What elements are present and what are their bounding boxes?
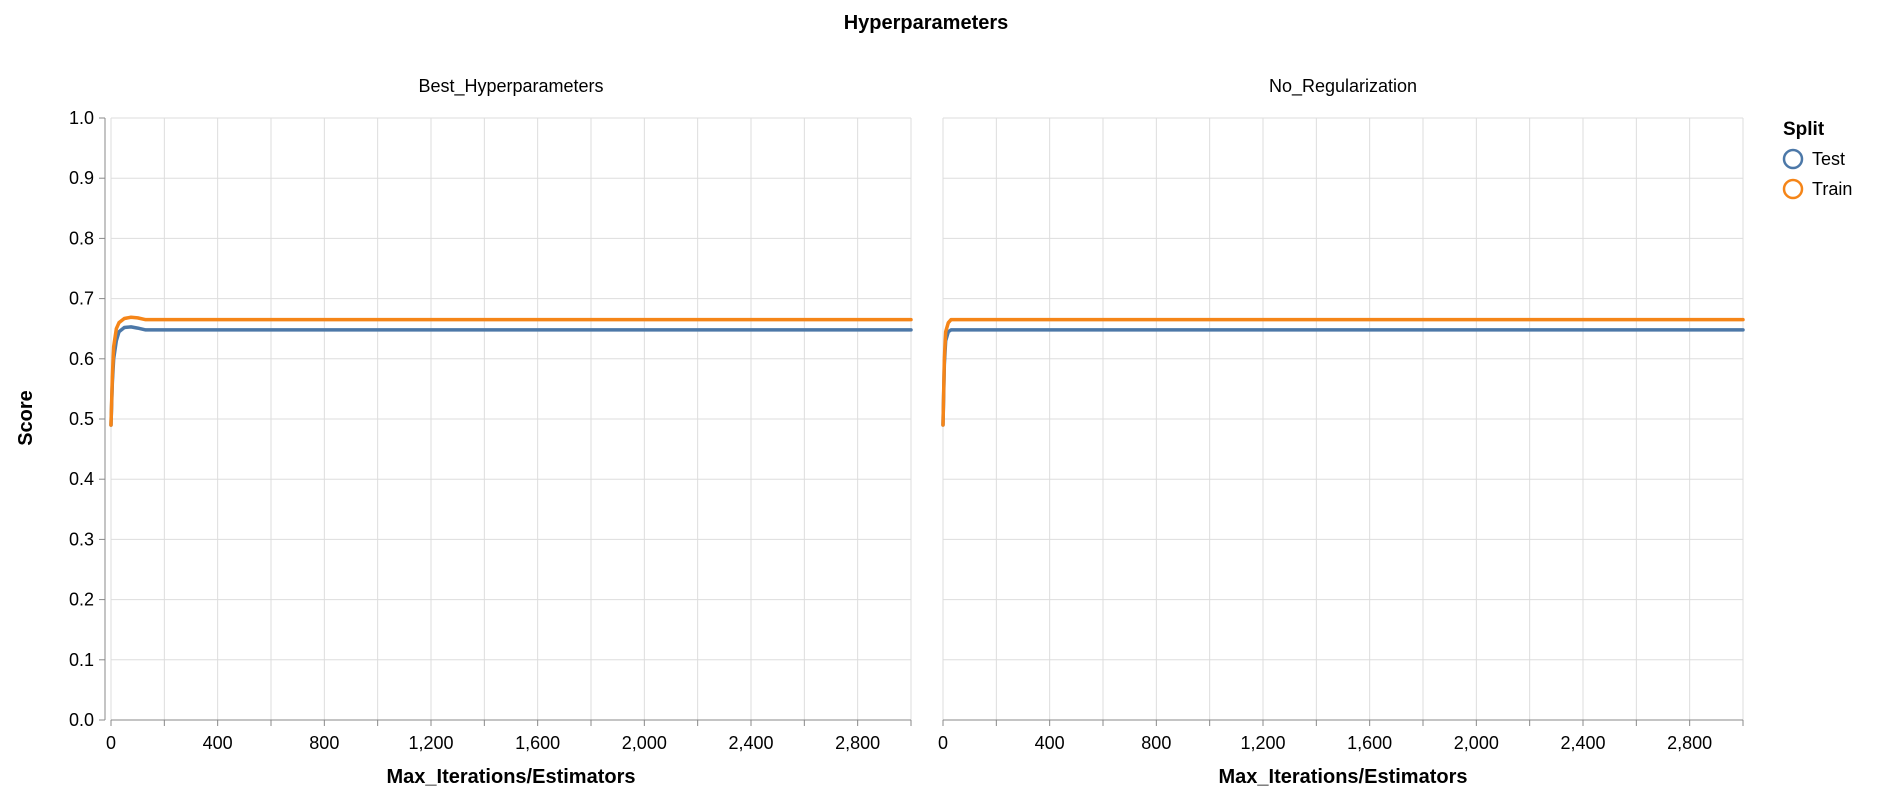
chart-panels: 0 400 800 1,200 1,600 2,000 2,400 2,800 0.0 0.1 0.… — [69, 76, 1745, 788]
series-line-test — [941, 328, 1745, 427]
legend-symbol-test — [1782, 148, 1804, 170]
x-tick-label: 2,000 — [1454, 733, 1499, 753]
y-axis-title: Score — [15, 390, 37, 446]
legend-symbol-train — [1782, 178, 1804, 200]
y-tick-label: 0.7 — [69, 289, 94, 309]
x-tick-label: 1,200 — [1240, 733, 1285, 753]
x-tick-label: 0 — [938, 733, 948, 753]
legend-label-test: Test — [1812, 149, 1845, 169]
y-tick-label: 1.0 — [69, 108, 94, 128]
y-tick-label: 0.9 — [69, 168, 94, 188]
x-tick-label: 2,800 — [835, 733, 880, 753]
x-tick-label: 1,200 — [408, 733, 453, 753]
x-tick-label: 2,400 — [728, 733, 773, 753]
y-tick-label: 0.3 — [69, 529, 94, 549]
series-line-train — [109, 315, 913, 427]
y-tick-label: 0.0 — [69, 710, 94, 730]
panel-title: Best_Hyperparameters — [418, 76, 603, 97]
y-tick-label: 0.6 — [69, 349, 94, 369]
y-tick-label: 0.5 — [69, 409, 94, 429]
panel-2: 0 400 800 1,200 1,600 2,000 2,400 2,800 No_Regul… — [938, 76, 1745, 788]
x-tick-label: 0 — [106, 733, 116, 753]
x-tick-label: 2,000 — [622, 733, 667, 753]
legend: Split Test Train — [1782, 119, 1852, 200]
chart-title: Hyperparameters — [844, 12, 1009, 34]
x-tick-label: 400 — [1035, 733, 1065, 753]
series-line-test — [109, 325, 913, 427]
x-tick-label: 1,600 — [1347, 733, 1392, 753]
x-tick-label: 400 — [203, 733, 233, 753]
y-tick-label: 0.4 — [69, 469, 94, 489]
x-tick-label: 1,600 — [515, 733, 560, 753]
x-axis-title: Max_Iterations/Estimators — [1219, 766, 1468, 788]
x-tick-label: 2,800 — [1667, 733, 1712, 753]
panel-title: No_Regularization — [1269, 76, 1417, 97]
panel-1: 0 400 800 1,200 1,600 2,000 2,400 2,800 0.0 0.1 0.… — [69, 76, 913, 788]
x-tick-label: 800 — [1141, 733, 1171, 753]
x-tick-label: 2,400 — [1560, 733, 1605, 753]
x-tick-label: 800 — [309, 733, 339, 753]
series-line-train — [941, 317, 1745, 427]
y-tick-label: 0.8 — [69, 228, 94, 248]
legend-label-train: Train — [1812, 179, 1852, 199]
y-tick-label: 0.1 — [69, 650, 94, 670]
x-axis-title: Max_Iterations/Estimators — [387, 766, 636, 788]
y-tick-label: 0.2 — [69, 590, 94, 610]
legend-title: Split — [1783, 119, 1825, 140]
